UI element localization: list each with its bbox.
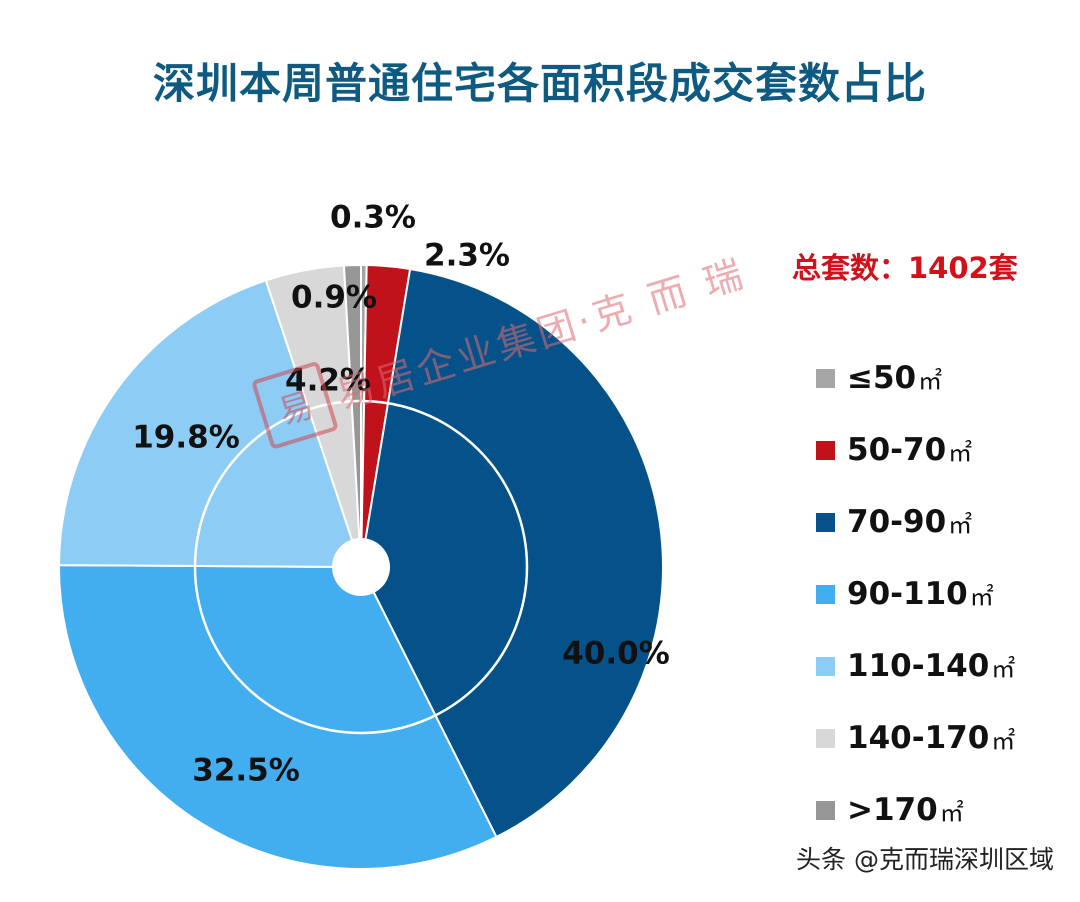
legend-unit: ㎡	[918, 366, 943, 395]
legend-label: >170	[847, 792, 938, 828]
legend-label: 90-110	[847, 576, 968, 612]
legend-item-140-170: 140-170 ㎡	[816, 718, 1015, 758]
legend-swatch	[816, 800, 835, 820]
legend-unit: ㎡	[948, 510, 973, 539]
data-label-90-110: 32.5%	[192, 753, 300, 789]
chart-data-labels: 0.3%2.3% 40.0% 32.5% 19.8% 4.2% 0.9%	[132, 200, 670, 789]
legend-unit: ㎡	[969, 582, 994, 611]
legend-label: 50-70	[847, 432, 947, 468]
total-units-label: 总套数：1402套	[792, 251, 1018, 285]
donut-chart: 0.3%2.3% 40.0% 32.5% 19.8% 4.2% 0.9%	[57, 200, 670, 870]
data-label-70-90: 40.0%	[562, 636, 670, 672]
legend-swatch	[816, 512, 835, 532]
legend-swatch	[816, 728, 835, 748]
legend-item-110-140: 110-140 ㎡	[816, 646, 1015, 686]
legend-item->170: >170 ㎡	[816, 790, 964, 830]
legend-item-50-70: 50-70 ㎡	[816, 430, 972, 470]
chart-slices	[57, 263, 664, 870]
legend-label: 140-170	[847, 720, 990, 756]
legend-item-90-110: 90-110 ㎡	[816, 574, 994, 614]
legend-swatch	[816, 656, 835, 676]
legend-unit: ㎡	[939, 798, 964, 827]
data-label-140-170: 4.2%	[285, 363, 371, 399]
data-label-≤50: 0.3%	[330, 200, 416, 236]
slice-70-90	[364, 267, 664, 839]
slice-110-140	[57, 279, 354, 568]
legend-unit: ㎡	[948, 438, 973, 467]
legend-label: 70-90	[847, 504, 947, 540]
legend-unit: ㎡	[991, 726, 1016, 755]
legend-label: 110-140	[847, 648, 990, 684]
inner-guide-ring	[193, 399, 529, 735]
legend-item-≤50: ≤50 ㎡	[816, 358, 942, 398]
chart-title: 深圳本周普通住宅各面积段成交套数占比	[152, 59, 927, 108]
data-label-50-70: 2.3%	[424, 238, 510, 274]
legend-label: ≤50	[847, 360, 917, 396]
legend-swatch	[816, 584, 835, 604]
legend-item-70-90: 70-90 ㎡	[816, 502, 972, 542]
slice-90-110	[58, 564, 498, 870]
data-label-110-140: 19.8%	[132, 420, 240, 456]
source-footer: 头条 @克而瑞深圳区域	[796, 845, 1054, 874]
legend-unit: ㎡	[991, 654, 1016, 683]
legend-swatch	[816, 440, 835, 460]
data-label->170: 0.9%	[291, 280, 377, 316]
legend-swatch	[816, 368, 835, 388]
